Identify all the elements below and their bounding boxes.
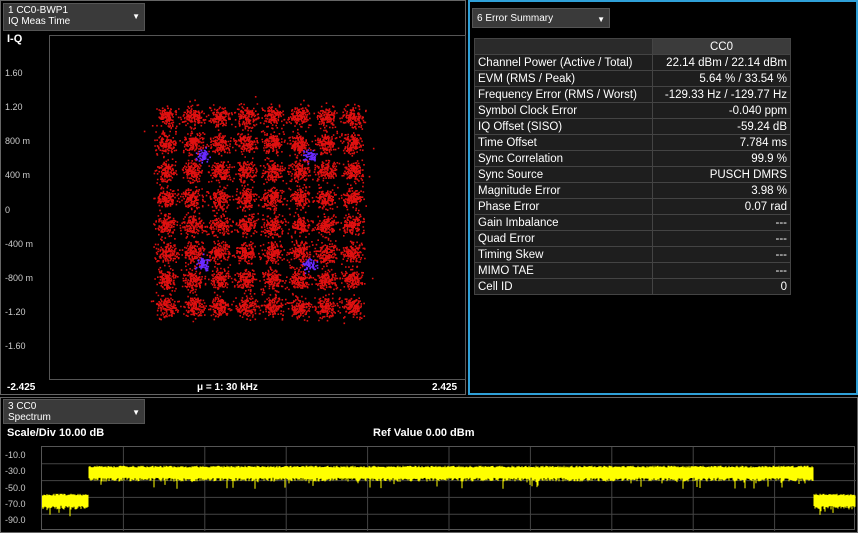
error-summary-table: CC0 Channel Power (Active / Total) 22.14 … bbox=[474, 38, 791, 295]
iq-y-tick-label: 400 m bbox=[5, 170, 31, 180]
metric-label: Phase Error bbox=[474, 198, 653, 215]
error-summary-panel[interactable]: 6 Error Summary ▼ CC0 Channel Power (Act… bbox=[468, 0, 858, 395]
spectrum-tab-title: 3 CC0 bbox=[8, 401, 37, 412]
metric-label: Symbol Clock Error bbox=[474, 102, 653, 119]
table-row: Quad Error --- bbox=[474, 230, 791, 247]
metric-label: Sync Correlation bbox=[474, 150, 653, 167]
spectrum-tab-subtitle: Spectrum bbox=[8, 412, 51, 423]
metric-value: --- bbox=[652, 246, 791, 263]
metric-value: 7.784 ms bbox=[652, 134, 791, 151]
metric-label: Frequency Error (RMS / Worst) bbox=[474, 86, 653, 103]
spectrum-panel[interactable]: 3 CC0 Spectrum ▼ Scale/Div 10.00 dB Ref … bbox=[0, 397, 858, 533]
table-row: Sync Correlation 99.9 % bbox=[474, 150, 791, 167]
table-row: Time Offset 7.784 ms bbox=[474, 134, 791, 151]
metric-label: Magnitude Error bbox=[474, 182, 653, 199]
table-header-blank bbox=[474, 38, 653, 55]
metric-value: --- bbox=[652, 230, 791, 247]
metric-label: MIMO TAE bbox=[474, 262, 653, 279]
table-row: Channel Power (Active / Total) 22.14 dBm … bbox=[474, 54, 791, 71]
metric-value: 5.64 % / 33.54 % bbox=[652, 70, 791, 87]
constellation-points bbox=[143, 96, 375, 325]
table-row: MIMO TAE --- bbox=[474, 262, 791, 279]
metric-value: 99.9 % bbox=[652, 150, 791, 167]
chevron-down-icon[interactable]: ▼ bbox=[132, 12, 140, 21]
table-row: EVM (RMS / Peak) 5.64 % / 33.54 % bbox=[474, 70, 791, 87]
metric-value: 22.14 dBm / 22.14 dBm bbox=[652, 54, 791, 71]
iq-panel[interactable]: 1 CC0-BWP1 IQ Meas Time ▼ I-Q 1.60 1.20 80… bbox=[0, 0, 466, 395]
metric-label: Cell ID bbox=[474, 278, 653, 295]
iq-panel-tab[interactable]: 1 CC0-BWP1 IQ Meas Time ▼ bbox=[3, 3, 145, 31]
table-row: Magnitude Error 3.98 % bbox=[474, 182, 791, 199]
table-row: Frequency Error (RMS / Worst) -129.33 Hz … bbox=[474, 86, 791, 103]
iq-y-tick-label: 800 m bbox=[5, 136, 31, 146]
error-summary-tab[interactable]: 6 Error Summary ▼ bbox=[472, 8, 610, 28]
error-summary-tab-label: 6 Error Summary bbox=[477, 13, 554, 24]
iq-y-tick-label: 0 bbox=[5, 205, 11, 215]
metric-value: --- bbox=[652, 262, 791, 279]
iq-y-tick-label: 1.60 bbox=[5, 68, 23, 78]
table-row: Gain Imbalance --- bbox=[474, 214, 791, 231]
spectrum-y-tick-label: -50.0 bbox=[5, 483, 26, 493]
spectrum-svg bbox=[41, 447, 856, 531]
spectrum-panel-tab[interactable]: 3 CC0 Spectrum ▼ bbox=[3, 399, 145, 424]
iq-y-tick-label: 1.20 bbox=[5, 102, 23, 112]
metric-label: Gain Imbalance bbox=[474, 214, 653, 231]
metric-label: Timing Skew bbox=[474, 246, 653, 263]
table-row: Phase Error 0.07 rad bbox=[474, 198, 791, 215]
spectrum-trace bbox=[41, 465, 856, 517]
table-row: Symbol Clock Error -0.040 ppm bbox=[474, 102, 791, 119]
metric-value: -59.24 dB bbox=[652, 118, 791, 135]
metric-value: PUSCH DMRS bbox=[652, 166, 791, 183]
spectrum-plot bbox=[41, 446, 856, 531]
table-row: Timing Skew --- bbox=[474, 246, 791, 263]
metric-value: --- bbox=[652, 214, 791, 231]
metric-label: Sync Source bbox=[474, 166, 653, 183]
table-row: Sync Source PUSCH DMRS bbox=[474, 166, 791, 183]
spectrum-y-tick-label: -10.0 bbox=[5, 450, 26, 460]
iq-tab-title: 1 CC0-BWP1 bbox=[8, 5, 69, 16]
metric-value: 3.98 % bbox=[652, 182, 791, 199]
iq-x-max: 2.425 bbox=[432, 382, 458, 393]
iq-x-min: -2.425 bbox=[7, 382, 36, 393]
constellation-reference-points bbox=[194, 147, 319, 275]
metric-label: Time Offset bbox=[474, 134, 653, 151]
iq-y-tick-label: -800 m bbox=[5, 273, 34, 283]
spectrum-y-tick-label: -30.0 bbox=[5, 466, 26, 476]
chevron-down-icon[interactable]: ▼ bbox=[597, 15, 605, 24]
iq-y-tick-label: -1.20 bbox=[5, 307, 26, 317]
metric-label: Channel Power (Active / Total) bbox=[474, 54, 653, 71]
table-row: IQ Offset (SISO) -59.24 dB bbox=[474, 118, 791, 135]
table-header-cc0: CC0 bbox=[652, 38, 791, 55]
metric-value: -0.040 ppm bbox=[652, 102, 791, 119]
spectrum-y-tick-label: -90.0 bbox=[5, 515, 26, 525]
chevron-down-icon[interactable]: ▼ bbox=[132, 408, 140, 417]
metric-value: -129.33 Hz / -129.77 Hz bbox=[652, 86, 791, 103]
iq-constellation-svg bbox=[143, 96, 375, 325]
iq-constellation-plot bbox=[49, 35, 466, 380]
iq-plot-label: I-Q bbox=[7, 33, 23, 45]
metric-label: Quad Error bbox=[474, 230, 653, 247]
iq-numerology: μ = 1: 30 kHz bbox=[197, 382, 258, 393]
iq-y-tick-label: -1.60 bbox=[5, 341, 26, 351]
spectrum-scale: Scale/Div 10.00 dB bbox=[7, 427, 105, 439]
iq-y-tick-label: -400 m bbox=[5, 239, 34, 249]
metric-label: IQ Offset (SISO) bbox=[474, 118, 653, 135]
table-row: Cell ID 0 bbox=[474, 278, 791, 295]
metric-value: 0.07 rad bbox=[652, 198, 791, 215]
constellation-point-cloud bbox=[143, 96, 375, 325]
spectrum-ref-value: Ref Value 0.00 dBm bbox=[373, 427, 475, 439]
iq-tab-subtitle: IQ Meas Time bbox=[8, 16, 71, 27]
metric-label: EVM (RMS / Peak) bbox=[474, 70, 653, 87]
spectrum-y-tick-label: -70.0 bbox=[5, 499, 26, 509]
metric-value: 0 bbox=[652, 278, 791, 295]
